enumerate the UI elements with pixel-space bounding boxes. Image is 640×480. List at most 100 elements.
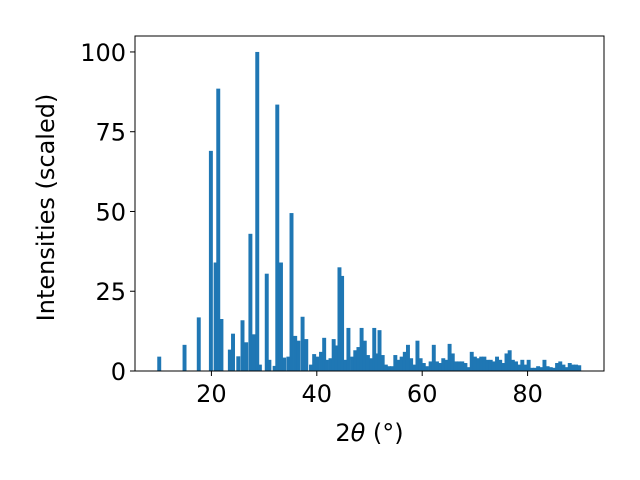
x-axis-label-symbol: θ (351, 419, 366, 447)
bar (529, 367, 534, 371)
bar (441, 358, 446, 371)
bar (444, 359, 449, 371)
bar (421, 363, 426, 371)
bar (551, 367, 556, 371)
bar (319, 351, 323, 371)
bar (577, 365, 582, 371)
bar (182, 344, 187, 371)
bar (526, 359, 531, 371)
bar (558, 361, 563, 371)
bar (350, 356, 355, 371)
bar (304, 339, 309, 371)
x-tick-label: 40 (302, 380, 333, 408)
bar (405, 344, 410, 371)
bar (356, 347, 361, 371)
bar (240, 320, 245, 371)
bar (393, 355, 398, 371)
bar (309, 364, 313, 371)
bar (312, 354, 317, 371)
bar (236, 356, 241, 371)
bar (387, 366, 391, 371)
bar (567, 363, 572, 371)
y-tick-label: 100 (80, 39, 126, 67)
bar (495, 356, 499, 371)
bar (555, 363, 560, 371)
x-axis-label: 2θ (°) (335, 419, 403, 447)
bar (479, 356, 484, 371)
x-axis-label-unit: (°) (365, 419, 403, 447)
bar (466, 367, 471, 371)
bar (216, 88, 221, 371)
bar (324, 359, 329, 371)
bar (282, 357, 287, 371)
bar (453, 361, 458, 371)
bar (428, 361, 433, 371)
bar (278, 262, 283, 371)
bar (346, 327, 351, 371)
bar (574, 364, 579, 371)
bar (365, 355, 370, 371)
bar (374, 353, 379, 371)
bar (300, 316, 305, 371)
bar (369, 358, 374, 371)
bar (396, 359, 401, 371)
bar (539, 367, 544, 371)
bar (293, 335, 298, 371)
bar (255, 51, 260, 371)
bar (157, 356, 162, 371)
bar (289, 213, 294, 371)
bar (286, 356, 291, 371)
bar (415, 340, 420, 371)
bar (383, 364, 388, 371)
bar (251, 334, 256, 371)
bar (264, 273, 269, 371)
bar (472, 356, 477, 371)
bars-group (157, 51, 582, 371)
bar (532, 367, 537, 371)
bar (331, 339, 336, 371)
bar (248, 233, 253, 371)
bar (340, 275, 345, 371)
bar (476, 358, 481, 371)
bar (399, 356, 404, 371)
bar (517, 364, 522, 371)
bar (343, 359, 348, 371)
bar (359, 327, 364, 371)
x-ticks-group: 20 40 60 80 (196, 371, 543, 408)
bar (424, 366, 429, 371)
bar (296, 340, 301, 371)
bar (213, 262, 218, 371)
bar (412, 364, 417, 371)
bar (219, 319, 224, 371)
bar (418, 358, 423, 371)
bar (322, 337, 327, 371)
bar (409, 358, 414, 371)
bar (570, 364, 575, 371)
bar (380, 355, 385, 371)
y-tick-label: 25 (95, 278, 126, 306)
bar (402, 351, 407, 371)
bar (334, 345, 339, 371)
bar (564, 367, 569, 371)
bar (390, 366, 395, 371)
axes-frame (134, 35, 605, 372)
bar (545, 366, 550, 371)
bar (504, 353, 509, 371)
bar (469, 351, 474, 371)
x-tick-label: 80 (512, 380, 543, 408)
bar (488, 359, 493, 371)
bar (450, 353, 455, 371)
bar (275, 104, 280, 371)
bar (353, 350, 358, 371)
bar (434, 361, 439, 371)
x-tick-label: 20 (196, 380, 227, 408)
bar (196, 317, 201, 371)
bar (208, 150, 213, 371)
bar (447, 343, 452, 371)
bar (507, 350, 512, 371)
y-tick-label: 75 (95, 119, 126, 147)
bar (498, 359, 503, 371)
bar (491, 361, 496, 371)
bar (337, 267, 342, 371)
bar (272, 365, 277, 371)
